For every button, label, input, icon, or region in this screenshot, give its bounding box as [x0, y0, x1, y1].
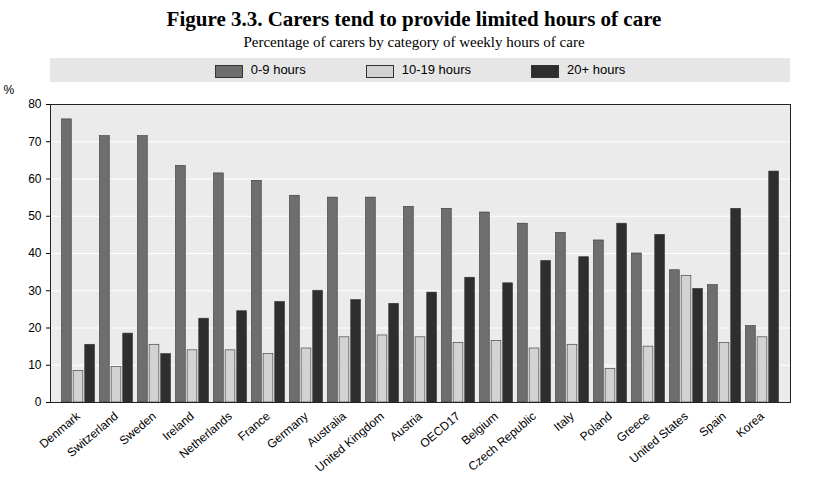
- svg-text:30: 30: [28, 284, 42, 298]
- svg-text:Netherlands: Netherlands: [176, 409, 235, 461]
- svg-text:Ireland: Ireland: [159, 409, 197, 444]
- html-text:20+ hours: 20+ hours: [567, 62, 626, 78]
- svg-text:60: 60: [28, 172, 42, 186]
- svg-text:0: 0: [35, 395, 42, 409]
- svg-text:%: %: [4, 83, 15, 97]
- svg-text:United States: United States: [627, 409, 691, 466]
- svg-text:80: 80: [28, 97, 42, 111]
- svg-text:Spain: Spain: [696, 409, 729, 439]
- svg-text:Germany: Germany: [264, 409, 311, 451]
- svg-text:10: 10: [28, 358, 42, 372]
- svg-text:Switzerland: Switzerland: [64, 409, 121, 460]
- svg-text:United Kingdom: United Kingdom: [312, 409, 386, 475]
- svg-text:Czech Republic: Czech Republic: [466, 409, 539, 474]
- svg-text:50: 50: [28, 209, 42, 223]
- html-text:Figure 3.3. Carers tend to pro: Figure 3.3. Carers tend to provide limit…: [166, 7, 662, 31]
- svg-text:Austria: Austria: [387, 409, 425, 444]
- svg-text:Denmark: Denmark: [36, 409, 83, 452]
- svg-text:Korea: Korea: [733, 409, 767, 441]
- svg-text:Italy: Italy: [551, 409, 577, 434]
- html-text:Percentage of carers by catego: Percentage of carers by category of week…: [243, 34, 585, 50]
- html-text:10-19 hours: 10-19 hours: [401, 62, 472, 78]
- svg-text:Belgium: Belgium: [458, 409, 501, 448]
- svg-text:France: France: [235, 409, 273, 444]
- svg-text:Australia: Australia: [304, 409, 349, 450]
- html-text:0-9 hours: 0-9 hours: [250, 62, 306, 78]
- svg-text:Greece: Greece: [613, 409, 653, 446]
- svg-text:Sweden: Sweden: [117, 409, 159, 448]
- svg-text:20: 20: [28, 321, 42, 335]
- svg-text:Poland: Poland: [577, 409, 615, 444]
- svg-text:40: 40: [28, 246, 42, 260]
- svg-text:70: 70: [28, 135, 42, 149]
- svg-text:OECD17: OECD17: [417, 409, 463, 451]
